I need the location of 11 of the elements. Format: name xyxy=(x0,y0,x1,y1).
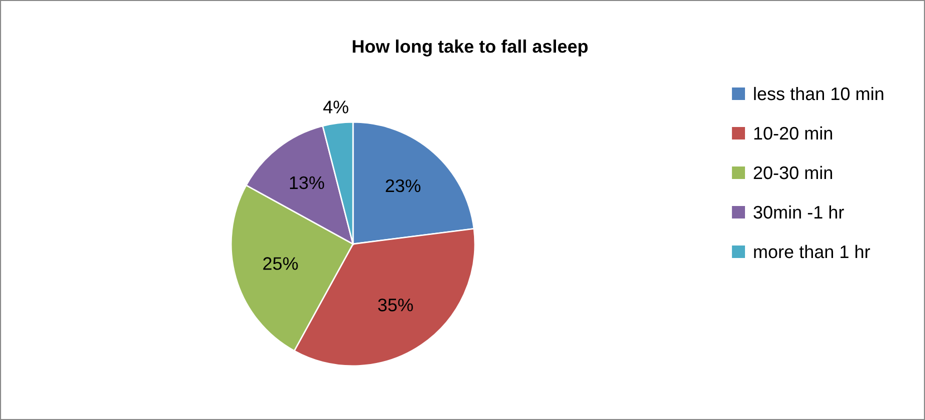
data-label: 23% xyxy=(386,179,420,192)
data-label: 13% xyxy=(290,176,324,190)
data-label: 4% xyxy=(323,100,348,114)
legend-label: more than 1 hr xyxy=(754,244,870,258)
legend-label: 20-30 min xyxy=(754,166,832,180)
legend-label: 10-20 min xyxy=(754,126,832,140)
data-label: 35% xyxy=(378,298,413,312)
chart-title: How long take to fall asleep xyxy=(352,40,588,56)
legend-label: less than 10 min xyxy=(754,86,884,100)
data-label: 25% xyxy=(263,257,298,270)
legend-label: 30min -1 hr xyxy=(754,205,844,219)
